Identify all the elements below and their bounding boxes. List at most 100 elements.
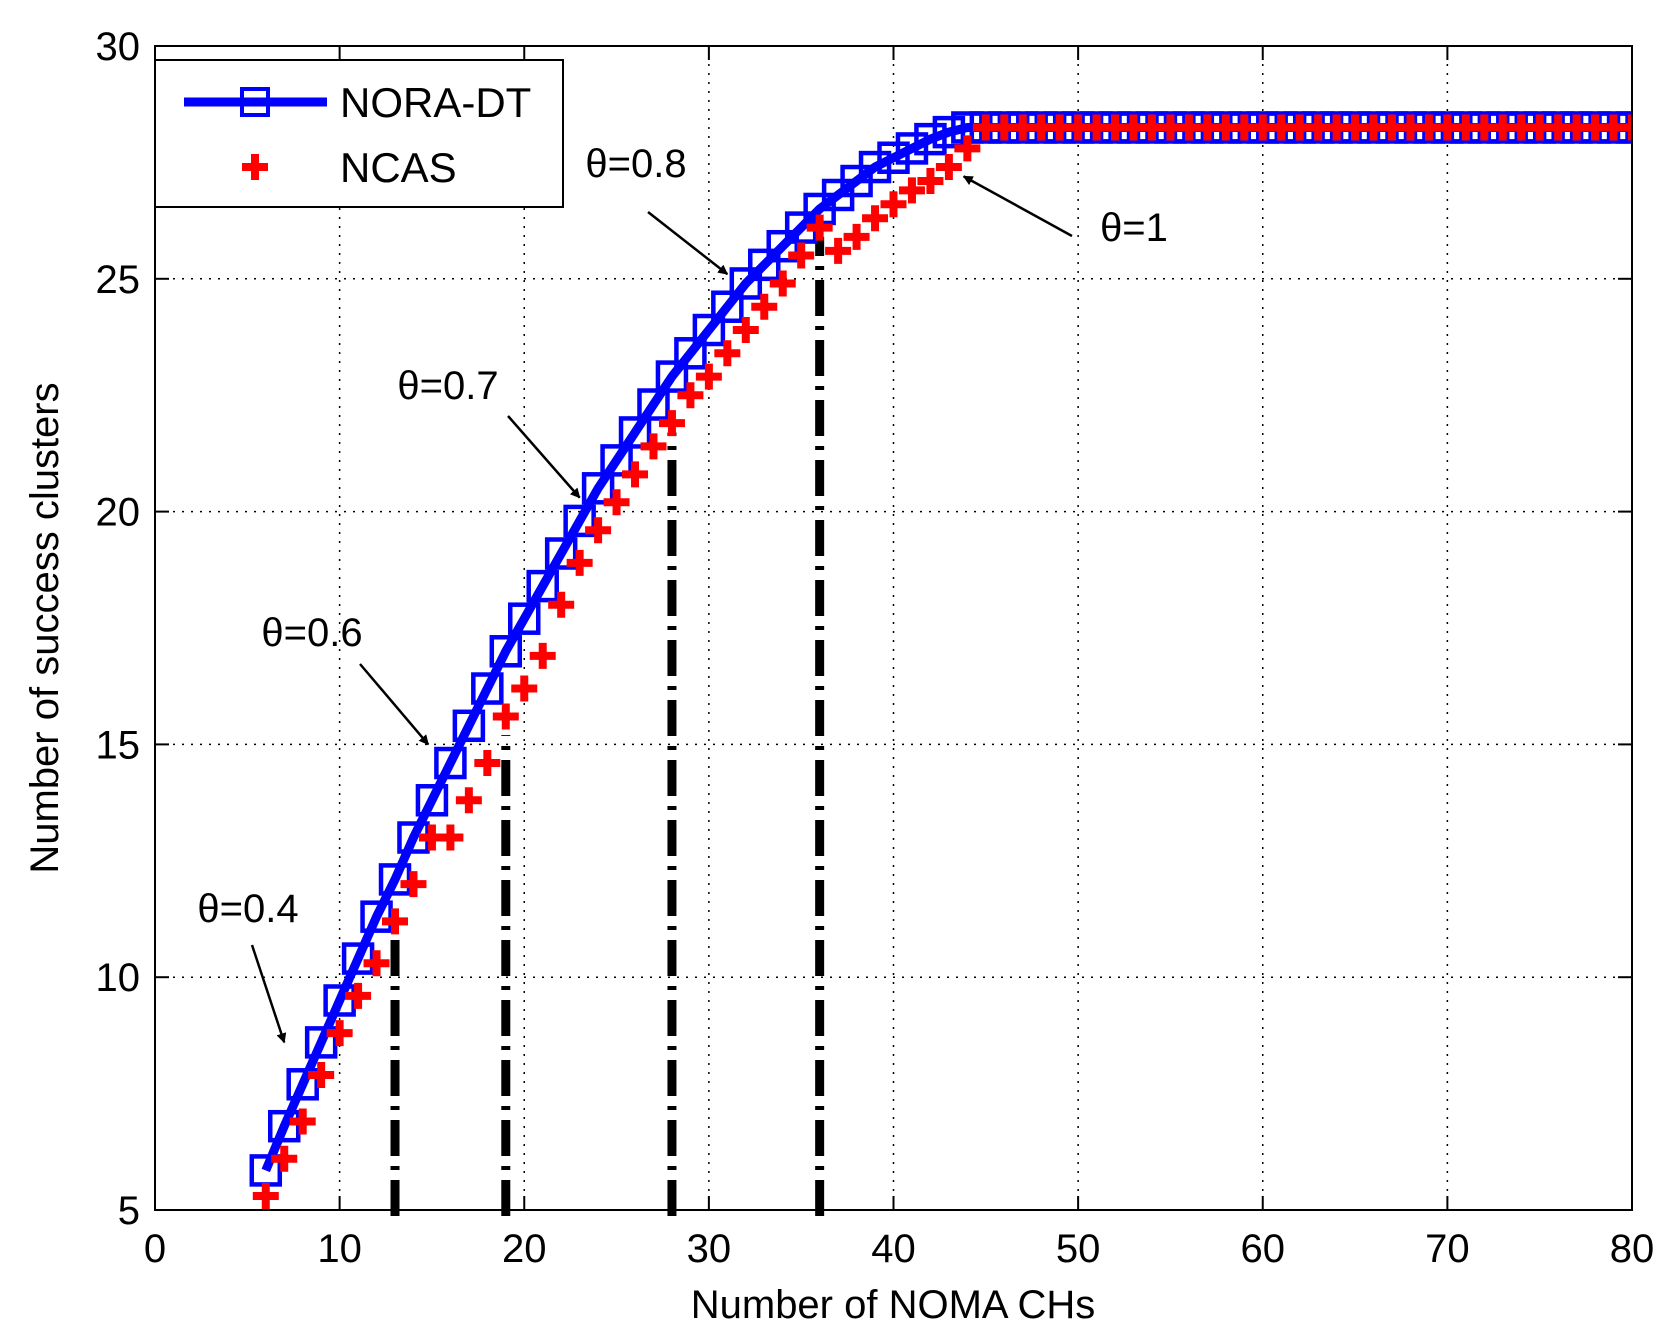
x-tick-label: 40	[871, 1227, 916, 1271]
y-tick-label: 20	[96, 491, 141, 535]
annotation-label: θ=1	[1100, 206, 1168, 250]
nora-dt-point	[323, 984, 356, 1017]
nora-dt-point	[692, 313, 726, 347]
ncas-point	[455, 787, 482, 814]
legend-nora-dt-label: NORA-DT	[340, 79, 531, 126]
nora-dt-point	[415, 784, 449, 817]
ncas-point	[511, 675, 538, 702]
nora-dt-point	[471, 672, 504, 705]
legend-ncas-label: NCAS	[340, 144, 457, 191]
nora-dt-point	[655, 360, 689, 393]
legend-nora-dt-marker	[240, 87, 270, 117]
ncas-point	[695, 363, 722, 390]
ncas-point	[825, 237, 852, 264]
ncas-point	[862, 205, 889, 232]
nora-dt-point	[360, 900, 393, 933]
ncas-point	[843, 223, 870, 250]
nora-dt-point	[341, 942, 375, 975]
nora-dt-point	[729, 267, 763, 300]
ncas-point	[917, 168, 944, 195]
legend: NORA-DT NCAS	[154, 59, 564, 208]
x-tick-label: 10	[317, 1227, 362, 1271]
nora-dt-point	[711, 290, 744, 323]
y-tick-label: 15	[96, 723, 141, 767]
nora-dt-point	[637, 388, 670, 421]
y-tick-label: 10	[96, 956, 141, 1000]
ncas-point	[566, 549, 593, 576]
legend-ncas-marker	[242, 154, 268, 180]
y-tick-label: 25	[96, 258, 141, 302]
nora-dt-point	[304, 1026, 338, 1059]
ncas-point	[308, 1061, 335, 1088]
ncas-point	[640, 433, 667, 460]
annotation-label: θ=0.7	[397, 364, 498, 408]
x-tick-label: 30	[687, 1227, 732, 1271]
nora-dt-point	[452, 709, 486, 743]
nora-dt-point	[544, 537, 578, 570]
ncas-point	[585, 517, 612, 544]
ncas-point	[935, 154, 962, 181]
x-tick-label: 80	[1610, 1227, 1655, 1271]
nora-dt-point	[286, 1068, 319, 1101]
axis-ticks: 0 10 20 30 40 50 60 70 80 5 10 15 20 25 30	[96, 25, 1655, 1271]
ncas-point	[289, 1108, 316, 1135]
ncas-point	[658, 410, 685, 437]
nora-dt-point	[858, 150, 892, 184]
nora-dt-point	[895, 132, 929, 165]
nora-dt-point	[526, 569, 559, 603]
annotation-arrow	[647, 211, 729, 276]
nora-dt-point	[489, 635, 523, 668]
annotation-arrow	[359, 663, 430, 746]
ncas-point	[271, 1145, 298, 1172]
x-tick-label: 50	[1056, 1227, 1101, 1271]
ncas-point	[954, 135, 981, 162]
ncas-point	[788, 242, 815, 269]
ncas-point	[529, 642, 556, 669]
ncas-point	[714, 340, 741, 367]
x-tick-label: 20	[502, 1227, 547, 1271]
nora-dt-point	[267, 1109, 301, 1143]
ncas-point	[548, 591, 575, 618]
nora-dt-point	[674, 337, 707, 370]
annotation-arrow	[507, 415, 581, 499]
ncas-point	[363, 950, 390, 977]
x-tick-label: 0	[144, 1227, 166, 1271]
ncas-point	[474, 750, 501, 777]
ncas-point	[677, 382, 704, 409]
y-axis-label: Number of success clusters	[23, 382, 67, 873]
nora-dt-point	[877, 141, 910, 174]
ncas-point	[400, 871, 427, 898]
ncas-point	[437, 824, 464, 851]
reference-lines	[390, 236, 825, 1216]
nora-dt-point	[563, 504, 596, 538]
nora-dt-point	[378, 863, 412, 896]
y-tick-label: 30	[96, 25, 141, 69]
nora-dt-point	[434, 746, 467, 780]
annotation-label: θ=0.6	[261, 611, 362, 655]
legend-box	[154, 59, 564, 208]
x-axis-label: Number of NOMA CHs	[691, 1283, 1096, 1327]
ncas-point	[252, 1183, 279, 1210]
series-group	[249, 111, 1632, 1210]
nora-dt-point	[600, 444, 633, 477]
nora-dt-point	[618, 416, 652, 449]
nora-dt-point	[914, 122, 947, 156]
nora-dt-point	[932, 115, 966, 149]
ncas-point	[806, 214, 833, 241]
annotation-arrow	[250, 944, 287, 1044]
nora-dt-point	[581, 472, 615, 505]
grid	[155, 46, 1632, 1210]
x-tick-label: 70	[1425, 1227, 1470, 1271]
ncas-point	[603, 489, 630, 516]
annotation-label: θ=0.4	[197, 887, 298, 931]
ncas-point	[492, 703, 519, 730]
nora-dt-point	[748, 248, 781, 282]
nora-dt-point	[508, 602, 541, 635]
ncas-point	[751, 293, 778, 320]
nora-dt-point	[766, 229, 799, 263]
annotations: θ=0.4 θ=0.6 θ=0.7 θ=0.8 θ=1	[197, 142, 1168, 1044]
ncas-point	[898, 177, 925, 204]
y-tick-label: 5	[118, 1189, 140, 1233]
ncas-point	[1619, 114, 1632, 141]
